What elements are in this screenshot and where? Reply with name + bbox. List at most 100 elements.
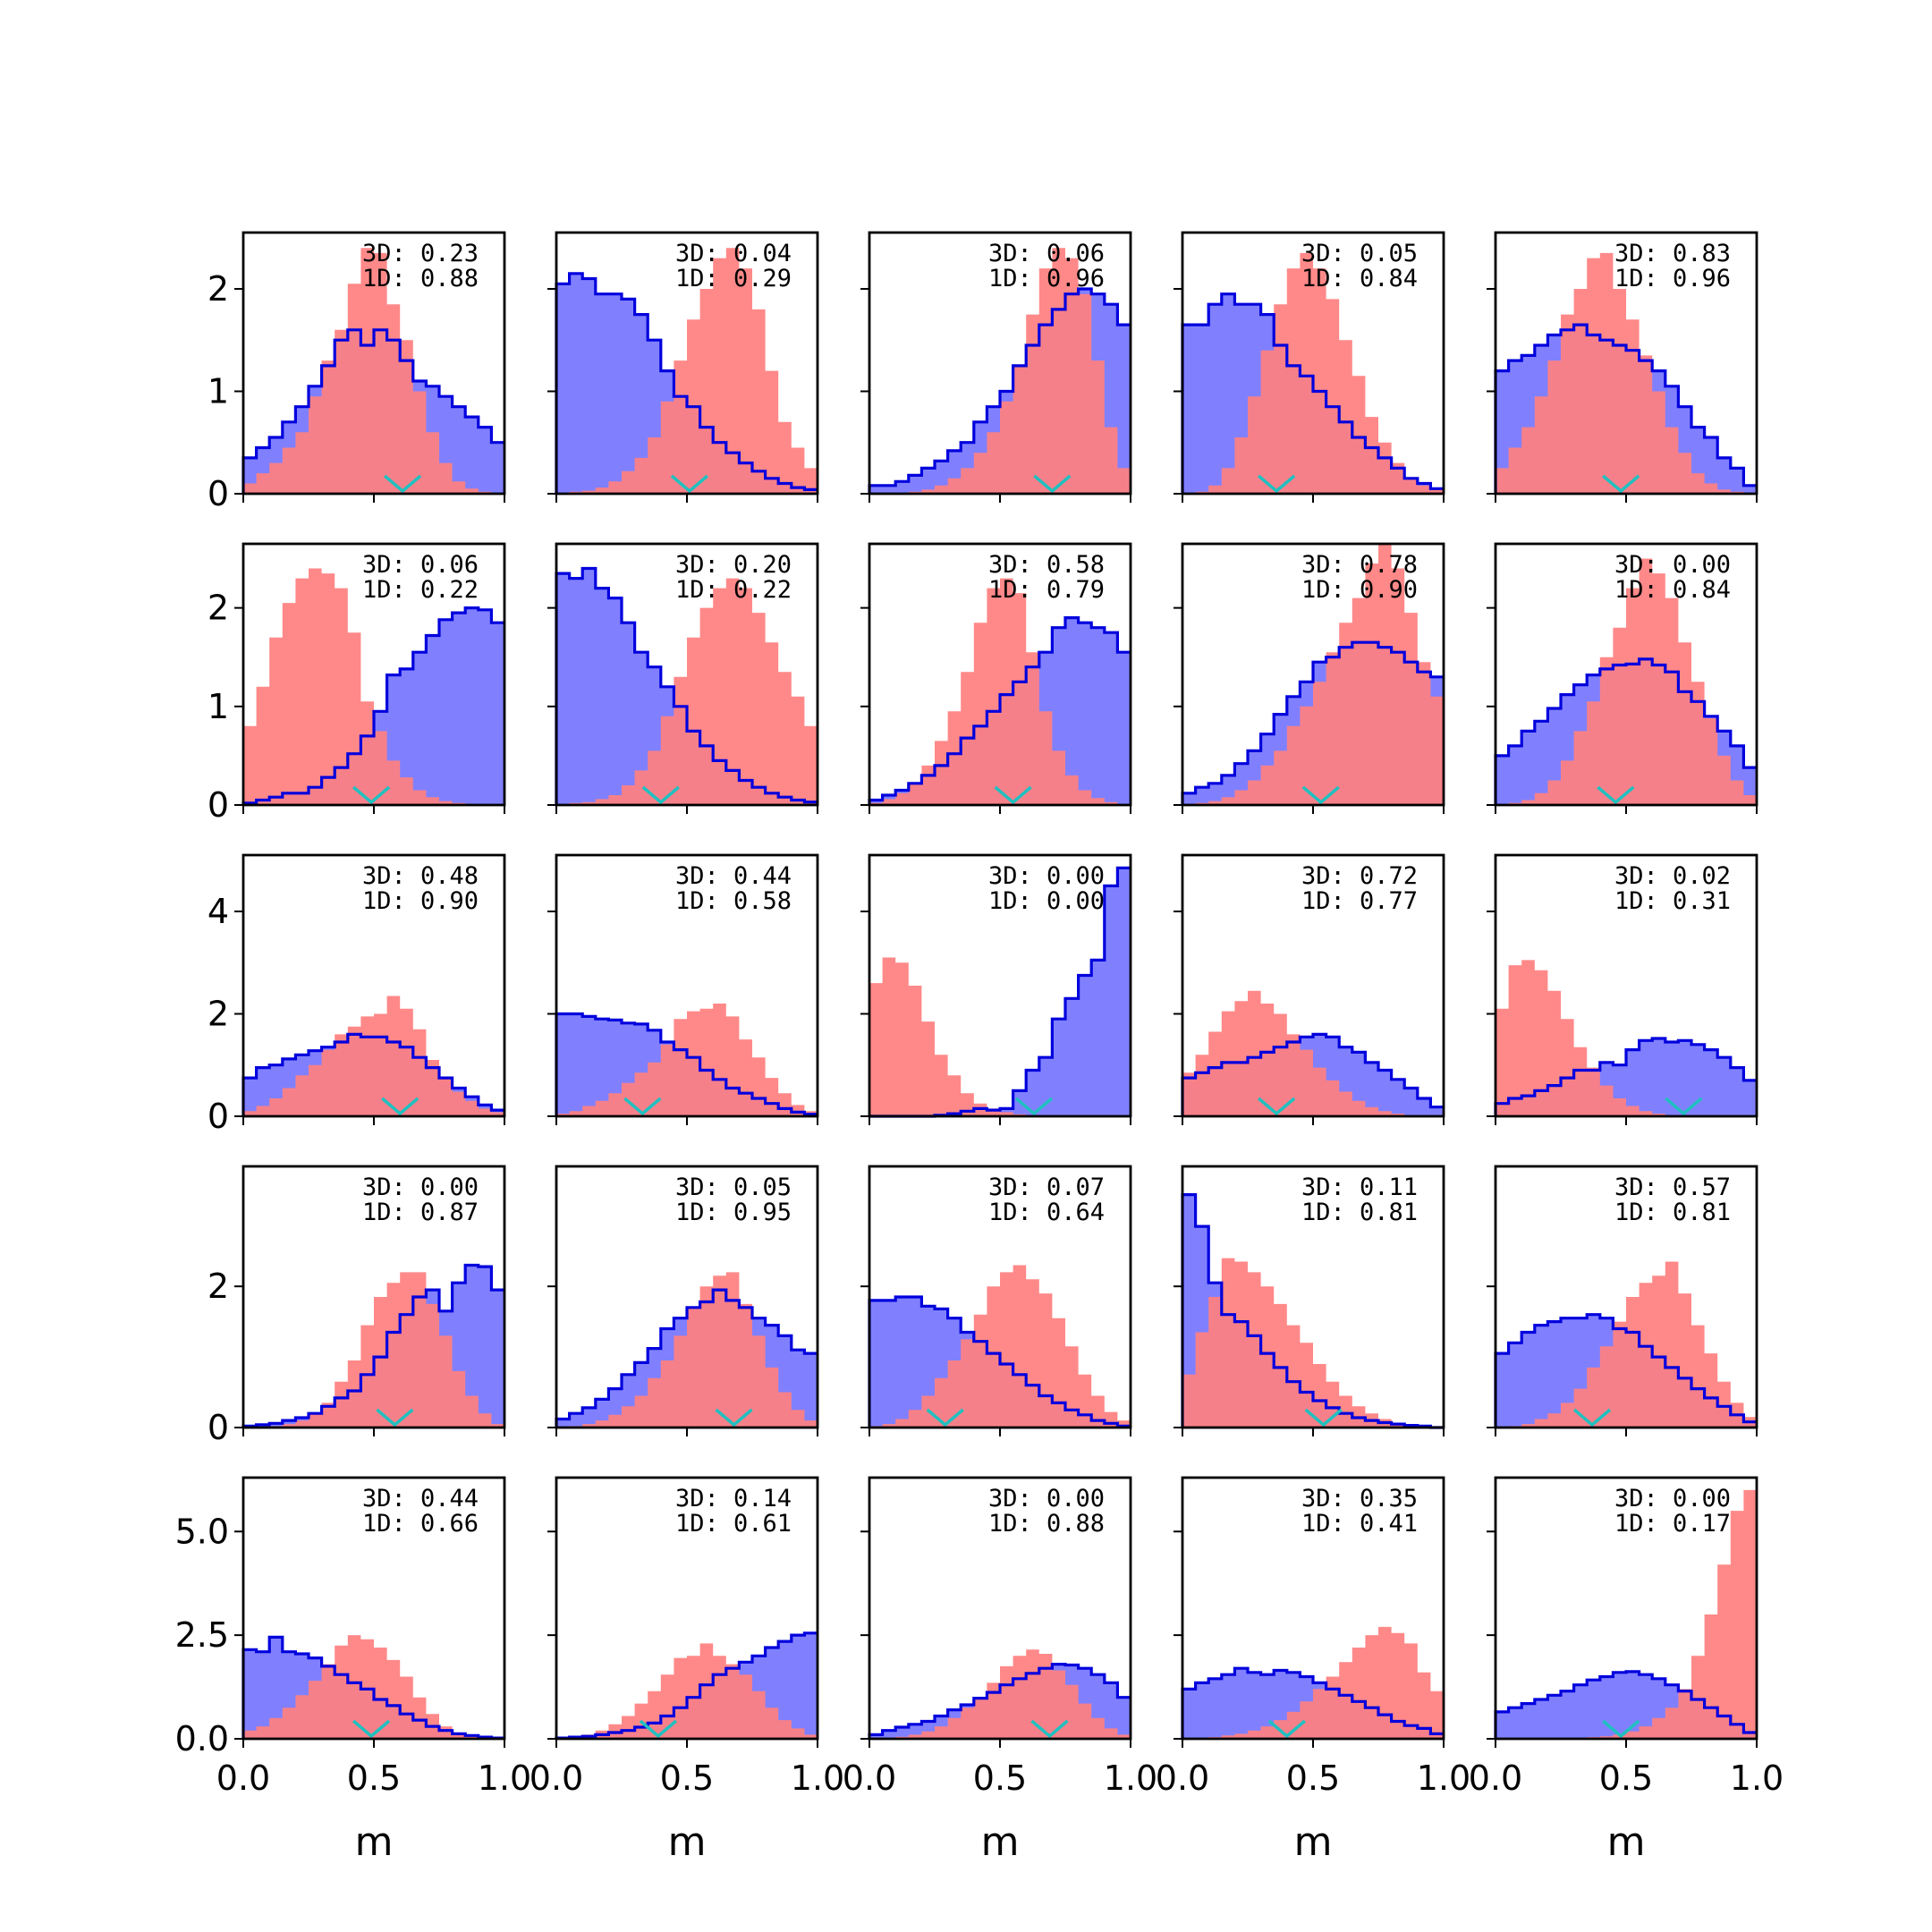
median-marker-22 [639, 1719, 678, 1739]
ytick-label-row2-1: 1 [208, 687, 229, 726]
xtick-label-col4-2: 1.0 [1417, 1758, 1470, 1798]
red-histogram-fill-7 [556, 578, 818, 805]
red-histogram-fill-9 [1182, 544, 1444, 805]
blue-histogram-outline-6 [242, 606, 504, 805]
stat-1d-12: 1D: 0.58 [675, 887, 792, 915]
blue-histogram-fill-7 [556, 568, 818, 805]
stat-1d-4: 1D: 0.84 [1301, 265, 1418, 292]
blue-histogram-outline-18 [868, 1295, 1131, 1428]
red-histogram-fill-6 [243, 568, 504, 805]
xtick-label-col1-1: 0.5 [347, 1758, 401, 1798]
stat-3d-3: 3D: 0.06 [988, 240, 1105, 267]
median-marker-23 [1030, 1719, 1069, 1739]
ytick-label-row4-0: 0 [208, 1408, 229, 1447]
stat-1d-2: 1D: 0.29 [675, 265, 792, 292]
red-histogram-fill-11 [243, 996, 504, 1116]
overlap-tint-19 [1182, 1195, 1444, 1428]
xtick-label-col3-1: 0.5 [973, 1758, 1027, 1798]
red-histogram-fill-1 [243, 248, 504, 494]
stat-1d-25: 1D: 0.17 [1614, 1510, 1731, 1538]
stat-1d-20: 1D: 0.81 [1614, 1199, 1731, 1226]
median-marker-18 [926, 1408, 964, 1428]
xtick-label-col4-1: 0.5 [1286, 1758, 1340, 1798]
stat-3d-17: 3D: 0.05 [675, 1174, 792, 1201]
overlap-tint-11 [243, 1034, 504, 1116]
median-marker-17 [715, 1408, 753, 1428]
stat-3d-24: 3D: 0.35 [1301, 1485, 1418, 1513]
red-histogram-fill-19 [1182, 1258, 1444, 1428]
red-histogram-fill-10 [1496, 558, 1757, 805]
red-histogram-fill-12 [556, 1004, 818, 1116]
red-histogram-fill-23 [869, 1649, 1131, 1739]
stat-1d-23: 1D: 0.88 [988, 1510, 1105, 1538]
overlap-tint-5 [1496, 325, 1757, 494]
blue-histogram-outline-4 [1181, 292, 1444, 494]
x-axis-label-col5: m [1607, 1819, 1646, 1865]
xtick-label-col1-2: 1.0 [478, 1758, 531, 1798]
blue-histogram-outline-9 [1181, 640, 1444, 805]
median-marker-8 [994, 785, 1032, 805]
blue-histogram-outline-23 [868, 1663, 1131, 1739]
xtick-label-col2-1: 0.5 [660, 1758, 714, 1798]
median-marker-6 [352, 785, 391, 805]
ytick-label-row1-2: 2 [208, 269, 229, 309]
ytick-label-row5-2: 5.0 [175, 1512, 229, 1551]
stat-3d-1: 3D: 0.23 [362, 240, 479, 267]
stat-1d-10: 1D: 0.84 [1614, 576, 1731, 604]
blue-histogram-outline-16 [242, 1263, 504, 1428]
ytick-label-row1-1: 1 [208, 371, 229, 411]
red-histogram-fill-2 [556, 248, 818, 494]
xtick-label-col3-2: 1.0 [1104, 1758, 1157, 1798]
stat-3d-20: 3D: 0.57 [1614, 1174, 1731, 1201]
stat-1d-21: 1D: 0.66 [362, 1510, 479, 1538]
stat-1d-3: 1D: 0.96 [988, 265, 1105, 292]
stat-1d-16: 1D: 0.87 [362, 1199, 479, 1226]
red-histogram-fill-14 [1182, 990, 1444, 1116]
blue-histogram-outline-24 [1181, 1666, 1444, 1739]
median-marker-21 [352, 1719, 391, 1739]
xtick-label-col5-0: 0.0 [1469, 1758, 1522, 1798]
blue-histogram-outline-10 [1494, 657, 1757, 805]
blue-histogram-outline-2 [555, 272, 818, 494]
stat-3d-9: 3D: 0.78 [1301, 551, 1418, 579]
ytick-label-row1-0: 0 [208, 474, 229, 513]
stat-1d-18: 1D: 0.64 [988, 1199, 1105, 1226]
stat-3d-18: 3D: 0.07 [988, 1174, 1105, 1201]
overlap-tint-3 [869, 289, 1131, 494]
x-axis-label-col2: m [668, 1819, 707, 1865]
stat-3d-21: 3D: 0.44 [362, 1485, 479, 1513]
xtick-label-col5-1: 0.5 [1599, 1758, 1653, 1798]
red-histogram-fill-22 [556, 1643, 818, 1739]
xtick-label-col2-0: 0.0 [530, 1758, 583, 1798]
blue-histogram-outline-17 [555, 1288, 818, 1428]
blue-histogram-outline-8 [868, 616, 1131, 805]
red-histogram-fill-8 [869, 578, 1131, 805]
median-marker-15 [1665, 1097, 1703, 1116]
blue-histogram-fill-2 [556, 273, 818, 494]
stat-3d-4: 3D: 0.05 [1301, 240, 1418, 267]
blue-histogram-fill-13 [869, 868, 1131, 1116]
stat-3d-7: 3D: 0.20 [675, 551, 792, 579]
red-histogram-fill-4 [1182, 252, 1444, 494]
red-histogram-fill-13 [869, 957, 1131, 1116]
median-marker-3 [1033, 474, 1072, 494]
ytick-label-row3-1: 2 [208, 994, 229, 1033]
ytick-label-row4-1: 2 [208, 1267, 229, 1306]
blue-histogram-outline-20 [1494, 1313, 1757, 1428]
x-axis-label-col3: m [981, 1819, 1020, 1865]
red-histogram-fill-5 [1496, 252, 1757, 494]
stat-1d-1: 1D: 0.88 [362, 265, 479, 292]
ytick-label-row2-0: 0 [208, 785, 229, 825]
x-axis-label-col4: m [1294, 1819, 1333, 1865]
stat-3d-2: 3D: 0.04 [675, 240, 792, 267]
median-marker-9 [1301, 785, 1340, 805]
stat-3d-6: 3D: 0.06 [362, 551, 479, 579]
stat-1d-8: 1D: 0.79 [988, 576, 1105, 604]
blue-histogram-outline-11 [242, 1032, 504, 1116]
ytick-label-row3-2: 4 [208, 892, 229, 931]
xtick-label-col5-2: 1.0 [1730, 1758, 1784, 1798]
x-axis-label-col1: m [355, 1819, 394, 1865]
stat-3d-8: 3D: 0.58 [988, 551, 1105, 579]
xtick-label-col2-2: 1.0 [791, 1758, 844, 1798]
